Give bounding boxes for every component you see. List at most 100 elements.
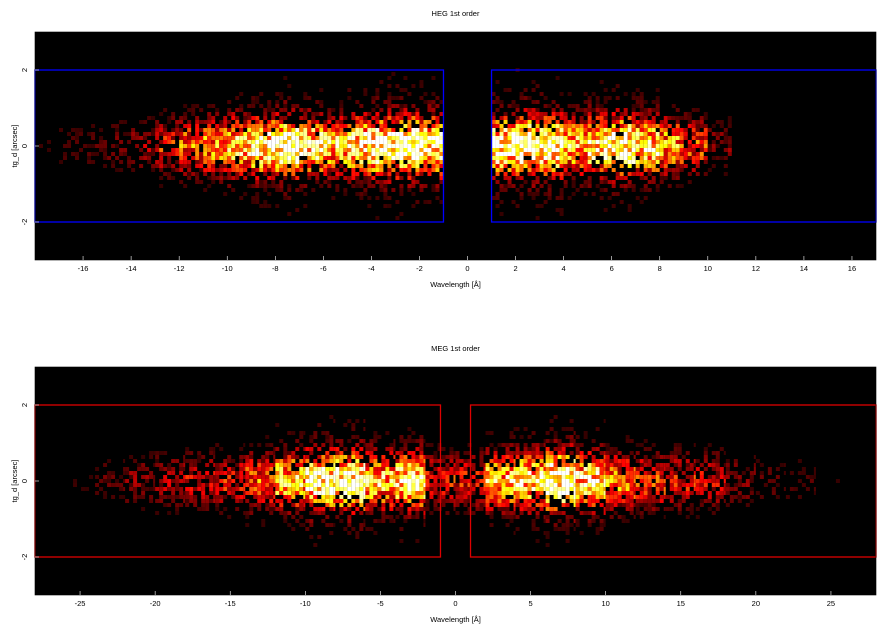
density-cell [553, 431, 558, 435]
density-cell [391, 144, 396, 148]
density-cell [427, 160, 432, 164]
density-cell [531, 100, 536, 104]
density-cell [249, 467, 254, 471]
density-cell [273, 483, 276, 487]
density-cell [431, 76, 436, 80]
density-cell [569, 427, 574, 431]
density-cell [681, 499, 686, 503]
density-cell [599, 140, 604, 144]
density-cell [213, 499, 216, 503]
density-cell [535, 443, 540, 447]
density-cell [647, 168, 652, 172]
density-cell [279, 96, 284, 100]
density-cell [523, 124, 528, 128]
density-cell [507, 144, 512, 148]
density-cell [147, 148, 152, 152]
density-cell [663, 152, 668, 156]
density-cell [273, 495, 276, 499]
density-cell [519, 507, 524, 511]
density-cell [399, 212, 404, 216]
density-cell [505, 479, 510, 483]
density-cell [155, 144, 160, 148]
density-cell [339, 479, 344, 483]
density-cell [351, 172, 356, 176]
density-cell [187, 132, 192, 136]
density-cell [163, 172, 168, 176]
density-cell [575, 495, 580, 499]
density-cell [467, 479, 472, 483]
density-cell [395, 475, 400, 479]
density-cell [543, 515, 546, 519]
density-cell [587, 451, 592, 455]
density-cell [355, 164, 360, 168]
density-cell [519, 176, 524, 180]
density-cell [797, 459, 802, 463]
density-cell [571, 192, 576, 196]
density-cell [613, 459, 618, 463]
density-cell [295, 491, 300, 495]
density-cell [183, 152, 188, 156]
density-cell [527, 495, 532, 499]
density-cell [453, 467, 456, 471]
density-cell [359, 160, 364, 164]
density-cell [247, 112, 252, 116]
density-cell [419, 487, 424, 491]
density-cell [327, 116, 332, 120]
density-cell [603, 160, 608, 164]
density-cell [615, 144, 620, 148]
density-cell [135, 136, 140, 140]
density-cell [571, 160, 576, 164]
density-cell [335, 459, 340, 463]
density-cell [609, 499, 614, 503]
density-cell [403, 144, 408, 148]
density-cell [287, 431, 292, 435]
density-cell [603, 511, 606, 515]
density-cell [599, 108, 604, 112]
density-cell [655, 184, 660, 188]
density-cell [127, 156, 132, 160]
density-cell [727, 116, 732, 120]
density-cell [583, 128, 588, 132]
density-column [203, 104, 228, 196]
density-cell [323, 128, 328, 132]
density-cell [279, 475, 284, 479]
density-cell [679, 132, 684, 136]
density-cell [667, 136, 672, 140]
density-cell [627, 144, 632, 148]
density-cell [359, 499, 364, 503]
density-cell [647, 160, 652, 164]
density-cell [411, 503, 416, 507]
density-cell [339, 503, 344, 507]
density-column [107, 120, 132, 172]
density-cell [287, 487, 292, 491]
density-cell [707, 491, 712, 495]
density-cell [555, 124, 560, 128]
density-cell [511, 172, 516, 176]
density-cell [607, 160, 612, 164]
density-cell [429, 511, 434, 515]
density-cell [459, 475, 464, 479]
density-cell [385, 475, 390, 479]
density-cell [579, 483, 584, 487]
density-cell [527, 459, 532, 463]
density-cell [651, 164, 656, 168]
density-cell [543, 124, 548, 128]
density-cell [91, 136, 96, 140]
density-cell [667, 168, 672, 172]
density-cell [591, 475, 596, 479]
density-cell [639, 188, 644, 192]
density-cell [559, 108, 564, 112]
density-cell [493, 479, 498, 483]
density-cell [491, 160, 496, 164]
density-cell [627, 160, 632, 164]
density-cell [519, 471, 524, 475]
density-cell [699, 156, 704, 160]
density-cell [613, 463, 618, 467]
density-cell [679, 160, 684, 164]
density-cell [351, 160, 356, 164]
density-cell [407, 176, 412, 180]
density-cell [563, 184, 568, 188]
density-cell [103, 479, 108, 483]
density-column [335, 419, 366, 539]
density-cell [419, 148, 424, 152]
